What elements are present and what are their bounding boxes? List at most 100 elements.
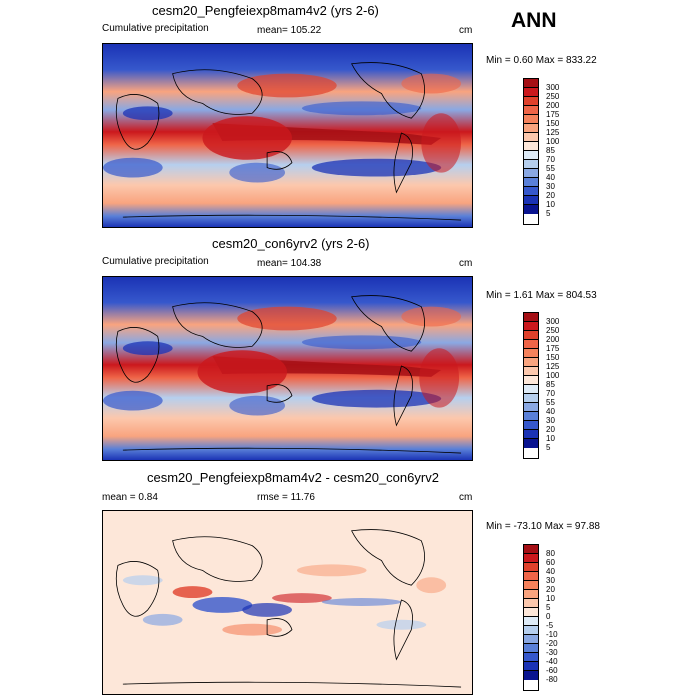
colorbar-swatch: [524, 205, 538, 214]
colorbar-swatch: [524, 439, 538, 448]
colorbar-level-label: 175: [546, 110, 560, 119]
panel-2-map-svg: [103, 277, 472, 460]
colorbar-level-label: 200: [546, 101, 560, 110]
colorbar-swatch: [524, 554, 538, 563]
colorbar-level-label: 5: [546, 443, 551, 452]
colorbar-level-label: 10: [546, 200, 555, 209]
colorbar-swatch: [524, 187, 538, 196]
colorbar-level-label: 60: [546, 558, 555, 567]
colorbar-swatch: [524, 599, 538, 608]
panel-2-colorbar: [523, 312, 539, 459]
panel-1-map: [102, 43, 473, 228]
colorbar-swatch: [524, 376, 538, 385]
panel-2-title: cesm20_con6yrv2 (yrs 2-6): [212, 236, 370, 251]
colorbar-level-label: 125: [546, 362, 560, 371]
panel-2-left-label: Cumulative precipitation: [102, 256, 209, 267]
colorbar-level-label: 55: [546, 398, 555, 407]
colorbar-level-label: 40: [546, 173, 555, 182]
colorbar-swatch: [524, 160, 538, 169]
colorbar-level-label: 40: [546, 407, 555, 416]
colorbar-level-label: 20: [546, 191, 555, 200]
panel-3-units: cm: [459, 492, 473, 503]
colorbar-level-label: 30: [546, 416, 555, 425]
colorbar-swatch: [524, 169, 538, 178]
colorbar-level-label: 40: [546, 567, 555, 576]
colorbar-level-label: 250: [546, 326, 560, 335]
colorbar-level-label: 150: [546, 353, 560, 362]
colorbar-level-label: 0: [546, 612, 551, 621]
colorbar-level-label: 175: [546, 344, 560, 353]
colorbar-swatch: [524, 563, 538, 572]
colorbar-swatch: [524, 430, 538, 439]
colorbar-level-label: 70: [546, 389, 555, 398]
colorbar-level-label: -10: [546, 630, 558, 639]
panel-3-title: cesm20_Pengfeiexp8mam4v2 - cesm20_con6yr…: [147, 470, 439, 485]
colorbar-swatch: [524, 124, 538, 133]
colorbar-level-label: -5: [546, 621, 554, 630]
colorbar-swatch: [524, 635, 538, 644]
colorbar-level-label: -20: [546, 639, 558, 648]
colorbar-swatch: [524, 644, 538, 653]
colorbar-level-label: 55: [546, 164, 555, 173]
panel-3-colorbar-labels: 80 60 40 30 20 10 5 0 -5 -10 -20 -30 -40 -60 -80: [546, 549, 558, 684]
colorbar-level-label: 250: [546, 92, 560, 101]
colorbar-level-label: 70: [546, 155, 555, 164]
colorbar-swatch: [524, 671, 538, 680]
colorbar-swatch: [524, 581, 538, 590]
colorbar-swatch: [524, 178, 538, 187]
panel-2-mean-label: mean= 104.38: [257, 258, 322, 269]
panel-2-units: cm: [459, 258, 473, 269]
colorbar-swatch: [524, 340, 538, 349]
panel-3-mean-label: mean = 0.84: [102, 492, 158, 503]
colorbar-swatch: [524, 572, 538, 581]
panel-3-minmax: Min = -73.10 Max = 97.88: [486, 521, 600, 532]
colorbar-level-label: 200: [546, 335, 560, 344]
colorbar-level-label: -80: [546, 675, 558, 684]
panel-1-left-label: Cumulative precipitation: [102, 23, 209, 34]
colorbar-swatch: [524, 88, 538, 97]
colorbar-level-label: 5: [546, 209, 551, 218]
colorbar-level-label: 300: [546, 317, 560, 326]
season-label: ANN: [511, 9, 557, 32]
colorbar-swatch: [524, 608, 538, 617]
colorbar-swatch: [524, 349, 538, 358]
panel-2-minmax: Min = 1.61 Max = 804.53: [486, 290, 597, 301]
colorbar-swatch: [524, 106, 538, 115]
colorbar-swatch: [524, 403, 538, 412]
panel-3-colorbar: [523, 544, 539, 691]
colorbar-swatch: [524, 662, 538, 671]
colorbar-swatch: [524, 412, 538, 421]
panel-1-colorbar: [523, 78, 539, 225]
colorbar-swatch: [524, 97, 538, 106]
colorbar-swatch: [524, 617, 538, 626]
panel-1-colorbar-labels: 300 250 200 175 150 125 100 85 70 55 40 30 20 10 5: [546, 83, 559, 218]
colorbar-swatch: [524, 626, 538, 635]
colorbar-level-label: 100: [546, 371, 560, 380]
colorbar-swatch: [524, 133, 538, 142]
colorbar-level-label: 100: [546, 137, 560, 146]
panel-1-mean-label: mean= 105.22: [257, 25, 322, 36]
panel-3-map: [102, 510, 473, 695]
colorbar-level-label: 20: [546, 585, 555, 594]
colorbar-swatch: [524, 367, 538, 376]
colorbar-level-label: 80: [546, 549, 555, 558]
panel-1-title: cesm20_Pengfeiexp8mam4v2 (yrs 2-6): [152, 3, 379, 18]
colorbar-level-label: -60: [546, 666, 558, 675]
colorbar-swatch: [524, 394, 538, 403]
panel-1-minmax: Min = 0.60 Max = 833.22: [486, 55, 597, 66]
colorbar-level-label: 150: [546, 119, 560, 128]
colorbar-swatch: [524, 545, 538, 554]
panel-2-colorbar-labels: 300 250 200 175 150 125 100 85 70 55 40 30 20 10 5: [546, 317, 559, 452]
panel-3-rmse-label: rmse = 11.76: [257, 492, 315, 503]
colorbar-level-label: 30: [546, 182, 555, 191]
panel-1-units: cm: [459, 25, 473, 36]
colorbar-swatch: [524, 142, 538, 151]
colorbar-level-label: 30: [546, 576, 555, 585]
colorbar-swatch: [524, 421, 538, 430]
colorbar-level-label: -40: [546, 657, 558, 666]
colorbar-swatch: [524, 331, 538, 340]
colorbar-swatch: [524, 196, 538, 205]
colorbar-swatch: [524, 115, 538, 124]
colorbar-swatch: [524, 322, 538, 331]
colorbar-swatch: [524, 151, 538, 160]
